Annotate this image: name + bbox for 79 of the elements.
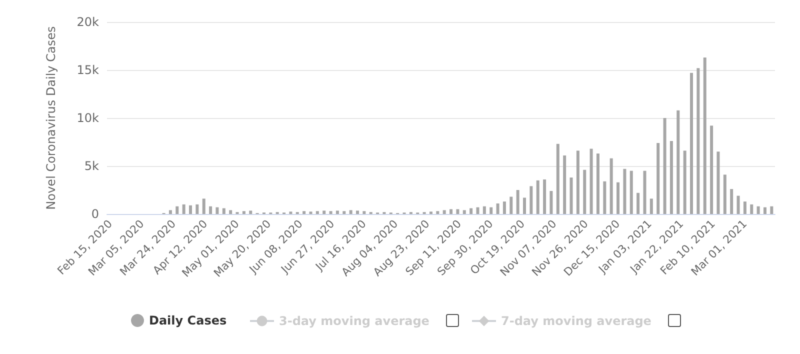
bar	[616, 182, 620, 214]
bar	[690, 72, 693, 214]
bar	[482, 206, 486, 214]
bar	[596, 154, 600, 214]
bar	[710, 126, 714, 214]
bar	[650, 198, 653, 214]
bar	[636, 192, 640, 214]
bar	[168, 210, 172, 214]
bar	[576, 150, 580, 214]
bar	[630, 170, 633, 214]
bar	[342, 211, 346, 214]
bar	[476, 207, 480, 214]
bar	[182, 204, 186, 214]
bar	[756, 206, 760, 214]
bar	[356, 210, 359, 214]
bar	[736, 196, 740, 214]
bar	[590, 148, 593, 214]
bar	[543, 179, 546, 214]
bar	[322, 210, 326, 214]
bar	[336, 210, 339, 214]
y-tick-label: 20k	[76, 15, 100, 29]
bar	[696, 68, 700, 214]
bar	[623, 168, 626, 214]
bar	[242, 211, 246, 214]
bar	[209, 206, 212, 214]
bar	[490, 207, 493, 214]
bar	[563, 155, 566, 214]
bar	[770, 206, 774, 214]
bar	[456, 209, 460, 214]
bar	[349, 210, 352, 214]
legend-label: Daily Cases	[149, 314, 227, 328]
bar	[176, 206, 179, 214]
bar	[249, 210, 252, 214]
bar	[570, 178, 573, 214]
bar	[670, 141, 673, 214]
bar	[723, 174, 726, 214]
bar	[750, 204, 754, 214]
bar	[676, 110, 680, 214]
bar	[716, 152, 720, 214]
bar	[229, 210, 232, 214]
bar	[202, 198, 206, 214]
y-tick-label: 10k	[76, 111, 100, 125]
bar	[450, 209, 453, 214]
bar	[550, 190, 553, 214]
bar	[436, 211, 440, 214]
bar	[610, 158, 613, 214]
bar	[196, 204, 199, 214]
bar	[643, 170, 646, 214]
bar	[603, 181, 606, 214]
bar	[496, 203, 500, 214]
bar	[502, 202, 506, 214]
y-tick-label: 5k	[84, 159, 100, 173]
bar	[510, 196, 513, 214]
bar	[216, 207, 219, 214]
bar	[222, 208, 226, 214]
bar	[362, 211, 366, 214]
bar	[189, 205, 192, 214]
bar	[556, 144, 560, 214]
bar	[302, 211, 306, 214]
y-tick-label: 0	[91, 207, 99, 221]
y-axis-title: Novel Coronavirus Daily Cases	[44, 26, 58, 210]
bar	[656, 142, 660, 214]
bar	[462, 210, 466, 214]
bar	[470, 208, 473, 214]
y-tick-label: 15k	[76, 63, 100, 77]
bar	[536, 180, 540, 214]
bar	[523, 198, 526, 214]
bar	[743, 202, 746, 214]
bar	[763, 207, 766, 214]
bar	[683, 150, 686, 214]
bar	[316, 211, 319, 214]
bar	[329, 211, 332, 214]
bar	[730, 189, 734, 214]
bar	[703, 58, 706, 214]
bar	[442, 210, 446, 214]
bar	[583, 170, 586, 214]
bar	[530, 186, 533, 214]
bar	[663, 118, 666, 214]
bar	[516, 190, 520, 214]
